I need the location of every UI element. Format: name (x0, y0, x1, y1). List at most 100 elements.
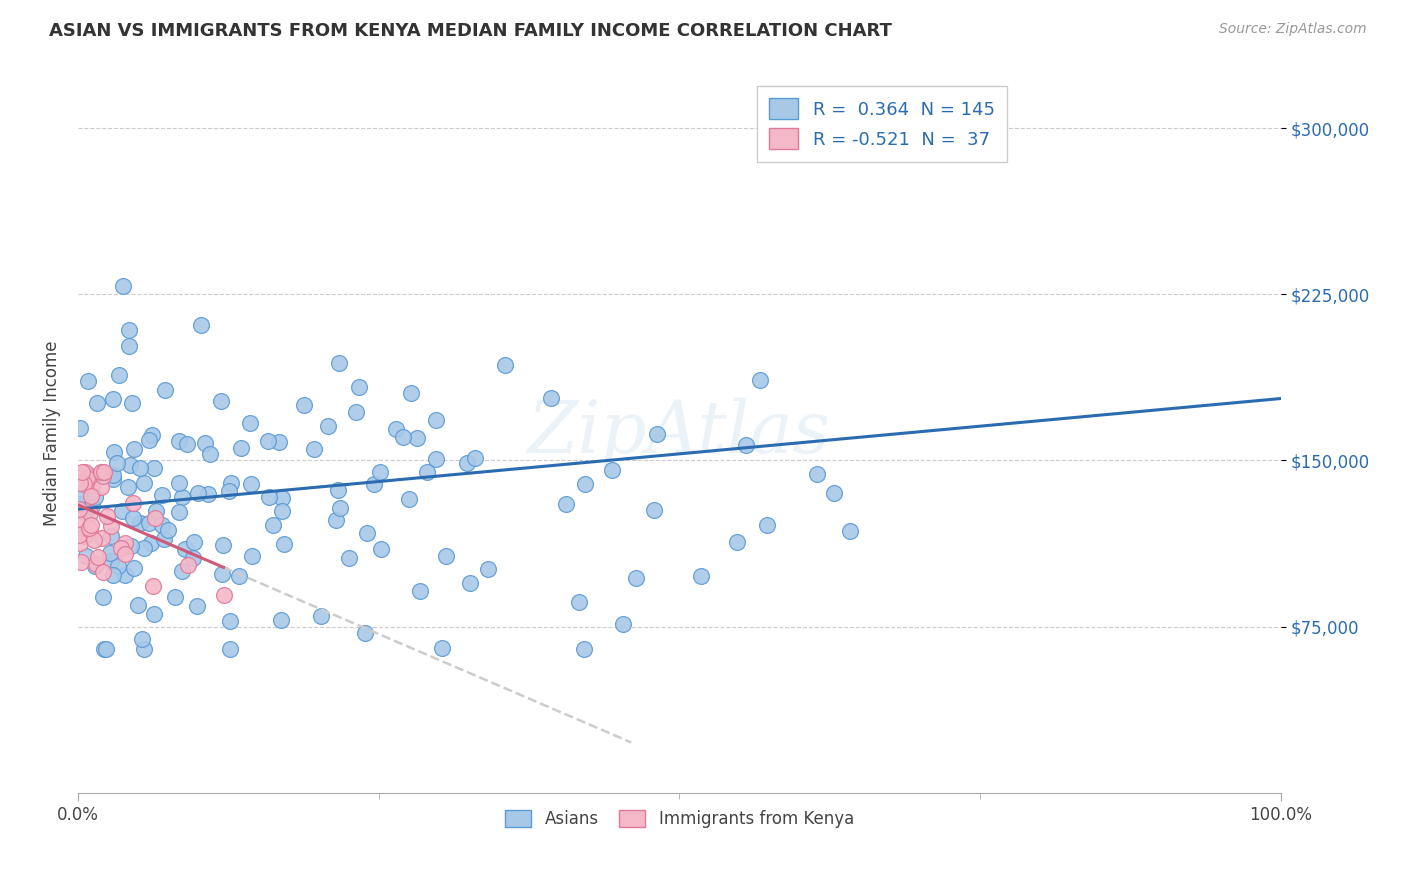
Point (735, 438, 758, 452)
Point (460, 575, 482, 590)
Point (838, 524, 860, 538)
Point (494, 359, 516, 373)
Point (554, 497, 576, 511)
Point (167, 476, 190, 491)
Point (124, 442, 146, 456)
Point (176, 436, 198, 450)
Point (153, 383, 176, 397)
Point (90, 480, 112, 494)
Point (118, 458, 141, 472)
Y-axis label: Median Family Income: Median Family Income (44, 340, 60, 525)
Point (153, 533, 176, 547)
Point (84, 558, 107, 572)
Point (82, 477, 104, 491)
Point (152, 517, 174, 532)
Point (256, 434, 278, 448)
Point (391, 430, 413, 444)
Point (73, 477, 96, 491)
Point (142, 579, 165, 593)
Point (370, 541, 392, 556)
Point (183, 535, 205, 549)
Point (121, 396, 143, 410)
Point (218, 484, 240, 499)
Point (398, 492, 420, 507)
Point (76, 471, 98, 485)
Point (79, 523, 101, 537)
Point (294, 398, 316, 412)
Point (111, 278, 134, 293)
Point (127, 598, 149, 612)
Point (271, 504, 294, 518)
Legend: Asians, Immigrants from Kenya: Asians, Immigrants from Kenya (498, 803, 860, 835)
Point (107, 558, 129, 573)
Point (169, 504, 191, 518)
Point (114, 536, 136, 550)
Point (329, 501, 352, 516)
Point (69, 475, 91, 490)
Point (176, 558, 198, 572)
Point (353, 625, 375, 640)
Point (128, 516, 150, 530)
Text: ZipAtlas: ZipAtlas (527, 398, 831, 468)
Point (122, 561, 145, 575)
Point (219, 614, 242, 628)
Point (328, 483, 350, 498)
Point (67, 489, 90, 503)
Point (84, 559, 107, 574)
Point (405, 431, 427, 445)
Point (73, 505, 96, 519)
Point (689, 568, 711, 582)
Point (212, 538, 235, 552)
Point (89, 468, 111, 483)
Point (76, 467, 98, 481)
Point (141, 427, 163, 442)
Point (415, 465, 437, 479)
Point (143, 511, 166, 525)
Point (139, 536, 162, 550)
Point (823, 486, 845, 500)
Point (212, 588, 235, 602)
Point (82, 499, 104, 513)
Point (69, 555, 91, 569)
Point (114, 547, 136, 561)
Point (101, 392, 124, 406)
Point (77, 521, 100, 535)
Point (114, 567, 136, 582)
Point (79, 506, 101, 520)
Point (273, 537, 295, 551)
Point (87, 550, 110, 565)
Point (408, 583, 430, 598)
Point (80, 518, 103, 533)
Point (84, 490, 107, 504)
Point (91, 591, 114, 605)
Point (90, 465, 112, 479)
Point (91, 565, 114, 579)
Point (748, 373, 770, 387)
Point (67, 528, 90, 542)
Point (73, 465, 96, 479)
Point (128, 461, 150, 475)
Point (229, 441, 252, 455)
Point (132, 541, 155, 555)
Point (574, 641, 596, 656)
Point (612, 617, 634, 632)
Point (111, 504, 134, 518)
Point (75, 549, 97, 563)
Point (117, 480, 139, 494)
Point (93, 641, 115, 656)
Point (110, 541, 132, 555)
Point (69, 420, 91, 434)
Point (316, 419, 339, 434)
Point (568, 594, 591, 608)
Point (197, 487, 219, 501)
Point (239, 416, 262, 430)
Point (464, 451, 486, 466)
Point (574, 477, 596, 491)
Point (356, 526, 378, 541)
Point (75, 467, 97, 481)
Point (337, 551, 360, 566)
Point (456, 456, 478, 470)
Point (477, 562, 499, 576)
Point (186, 599, 208, 613)
Text: ASIAN VS IMMIGRANTS FROM KENYA MEDIAN FAMILY INCOME CORRELATION CHART: ASIAN VS IMMIGRANTS FROM KENYA MEDIAN FA… (49, 22, 891, 40)
